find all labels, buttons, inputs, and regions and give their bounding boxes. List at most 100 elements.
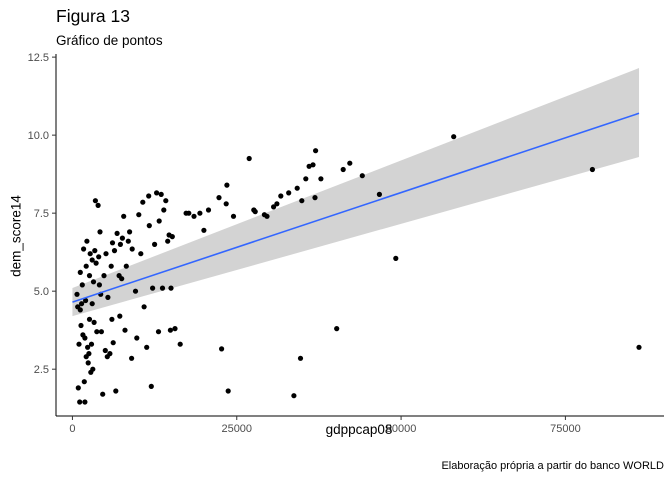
data-point bbox=[252, 209, 258, 215]
data-point bbox=[82, 335, 88, 341]
data-point bbox=[129, 246, 135, 252]
data-point bbox=[89, 257, 95, 263]
fit-line bbox=[72, 112, 640, 303]
data-point bbox=[141, 304, 147, 310]
data-point bbox=[113, 388, 119, 394]
data-point bbox=[105, 294, 111, 300]
data-point bbox=[119, 276, 125, 282]
data-point bbox=[246, 155, 252, 162]
data-point bbox=[134, 335, 140, 341]
points-layer bbox=[74, 134, 642, 405]
data-point bbox=[102, 347, 108, 354]
data-point bbox=[297, 355, 304, 361]
data-point bbox=[117, 241, 123, 247]
data-point bbox=[109, 316, 115, 322]
fit-line-layer bbox=[72, 112, 640, 303]
x-tick-label: 25000 bbox=[221, 423, 252, 435]
data-point bbox=[83, 297, 89, 304]
data-point bbox=[91, 319, 97, 325]
data-point bbox=[216, 195, 222, 201]
data-point bbox=[77, 269, 83, 275]
data-point bbox=[108, 263, 114, 269]
x-tick-label: 75000 bbox=[550, 423, 581, 435]
data-point bbox=[100, 391, 106, 397]
data-point bbox=[219, 346, 225, 352]
data-point bbox=[224, 182, 230, 188]
chart-caption: Elaboração própria a partir do banco WOR… bbox=[441, 460, 664, 472]
data-point bbox=[114, 230, 120, 236]
data-point bbox=[97, 229, 103, 235]
data-point bbox=[98, 329, 104, 335]
data-point bbox=[123, 263, 129, 269]
data-point bbox=[169, 234, 175, 240]
data-point bbox=[303, 176, 309, 182]
data-point bbox=[77, 307, 83, 313]
data-point bbox=[347, 160, 353, 166]
data-point bbox=[312, 195, 318, 201]
data-point bbox=[79, 282, 85, 288]
y-tick-label: 10.0 bbox=[28, 130, 49, 142]
data-point bbox=[129, 355, 135, 361]
data-point bbox=[278, 193, 284, 199]
data-point bbox=[589, 166, 596, 173]
data-point bbox=[155, 329, 162, 335]
y-tick-label: 12.5 bbox=[28, 52, 49, 64]
data-point bbox=[271, 204, 277, 210]
data-point bbox=[107, 351, 113, 357]
data-point bbox=[86, 316, 93, 322]
data-point bbox=[636, 344, 642, 350]
data-point bbox=[95, 202, 101, 208]
data-point bbox=[83, 263, 89, 269]
data-point bbox=[122, 327, 128, 333]
data-point bbox=[125, 238, 131, 244]
chart-title: Figura 13 bbox=[56, 6, 130, 26]
data-point bbox=[152, 241, 158, 247]
data-point bbox=[197, 210, 203, 216]
data-point bbox=[299, 198, 305, 204]
data-point bbox=[79, 301, 85, 307]
data-point bbox=[294, 185, 300, 191]
data-point bbox=[146, 223, 152, 229]
data-point bbox=[163, 198, 169, 204]
data-point bbox=[101, 273, 107, 279]
data-point bbox=[225, 388, 231, 394]
data-point bbox=[119, 235, 125, 241]
data-point bbox=[92, 198, 98, 204]
data-point bbox=[154, 190, 160, 196]
data-point bbox=[291, 393, 297, 399]
data-point bbox=[201, 227, 207, 233]
data-point bbox=[140, 199, 146, 205]
data-point bbox=[96, 254, 102, 260]
data-point bbox=[82, 399, 88, 405]
data-point bbox=[86, 273, 93, 279]
data-point bbox=[340, 166, 346, 173]
data-point bbox=[85, 344, 91, 350]
axes-layer: 0 25000 50000 75000 2.5 5.0 7.5 10.0 12.5 bbox=[28, 52, 664, 435]
data-point bbox=[150, 285, 156, 291]
data-point bbox=[88, 341, 95, 347]
data-point bbox=[76, 341, 82, 347]
x-tick-label: 0 bbox=[69, 423, 75, 435]
data-point bbox=[81, 246, 87, 252]
data-point bbox=[96, 282, 102, 288]
data-point bbox=[136, 212, 142, 218]
data-point bbox=[334, 326, 340, 332]
data-point bbox=[103, 251, 109, 257]
data-point bbox=[205, 207, 212, 213]
data-point bbox=[161, 207, 167, 213]
data-point bbox=[111, 248, 118, 254]
data-point bbox=[132, 288, 139, 294]
x-tick-label: 50000 bbox=[386, 423, 417, 435]
data-point bbox=[81, 379, 87, 385]
data-point bbox=[168, 285, 174, 291]
data-point bbox=[359, 173, 365, 179]
x-axis-label: gdppcap08 bbox=[325, 422, 393, 437]
data-point bbox=[146, 193, 152, 199]
data-point bbox=[92, 248, 98, 254]
data-point bbox=[117, 313, 123, 319]
data-point bbox=[78, 322, 84, 329]
data-point bbox=[230, 213, 237, 219]
data-point bbox=[313, 148, 319, 154]
data-point bbox=[110, 340, 116, 346]
